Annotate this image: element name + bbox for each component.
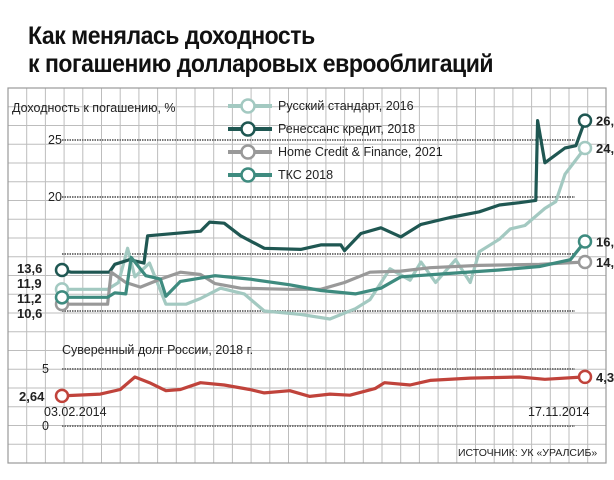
legend-marker (240, 144, 256, 160)
top-chart-ylabel: Доходность к погашению, % (12, 101, 176, 115)
series-line (61, 119, 587, 274)
legend-marker (240, 98, 256, 114)
x-label-end: 17.11.2014 (528, 405, 590, 419)
bottom-chart-ylabel: Суверенный долг России, 2018 г. (62, 343, 253, 357)
start-marker (54, 388, 70, 404)
end-marker (577, 234, 593, 249)
series-line (62, 147, 587, 321)
end-marker (577, 140, 593, 156)
start-marker (54, 290, 70, 305)
end-marker (577, 369, 593, 385)
legend: Русский стандарт, 2016 Ренессанс кредит, … (228, 98, 443, 183)
start-value-label: 11,2 (17, 291, 42, 306)
y-tick-label: 25 (48, 133, 62, 147)
start-value-label: 2,64 (19, 389, 45, 404)
end-marker (577, 254, 593, 270)
x-label-start: 03.02.2014 (44, 405, 107, 419)
series-line (61, 375, 586, 398)
end-value-label: 24,3 (596, 141, 614, 156)
legend-label: ТКС 2018 (278, 168, 333, 182)
legend-label: Home Credit & Finance, 2021 (278, 145, 443, 159)
end-value-label: 14,3 (596, 255, 614, 270)
legend-marker (240, 121, 256, 137)
start-value-label: 13,6 (17, 261, 42, 276)
start-value-label: 11,9 (17, 276, 42, 291)
series-line (62, 260, 586, 306)
title-line-2: к погашению долларовых еврооблигаций (28, 50, 494, 78)
source-note: ИСТОЧНИК: УК «УРАЛСИБ» (458, 447, 597, 459)
end-value-label: 16,1 (596, 234, 614, 249)
title-line-1: Как менялась доходность (28, 22, 315, 50)
chart-title: Как менялась доходность к погашению долл… (28, 22, 494, 78)
y-tick-label: 0 (42, 419, 49, 433)
start-value-label: 10,6 (17, 306, 42, 321)
series-lines: 11,9 24,3 13,6 26,7 10,6 14,3 11,2 16,1 2,64 4,31 (17, 113, 614, 404)
y-tick-label: 5 (42, 362, 49, 376)
legend-label: Русский стандарт, 2016 (278, 99, 414, 113)
series-line (62, 240, 587, 299)
end-value-label: 26,7 (596, 114, 614, 129)
end-marker (577, 113, 593, 128)
legend-label: Ренессанс кредит, 2018 (278, 122, 415, 136)
y-tick-label: 20 (48, 190, 62, 204)
legend-marker (240, 167, 256, 183)
start-marker (54, 262, 70, 278)
reference-lines: 25 20 5 0 (42, 133, 575, 433)
end-value-label: 4,31 (596, 370, 614, 385)
chart-frame (7, 87, 607, 464)
